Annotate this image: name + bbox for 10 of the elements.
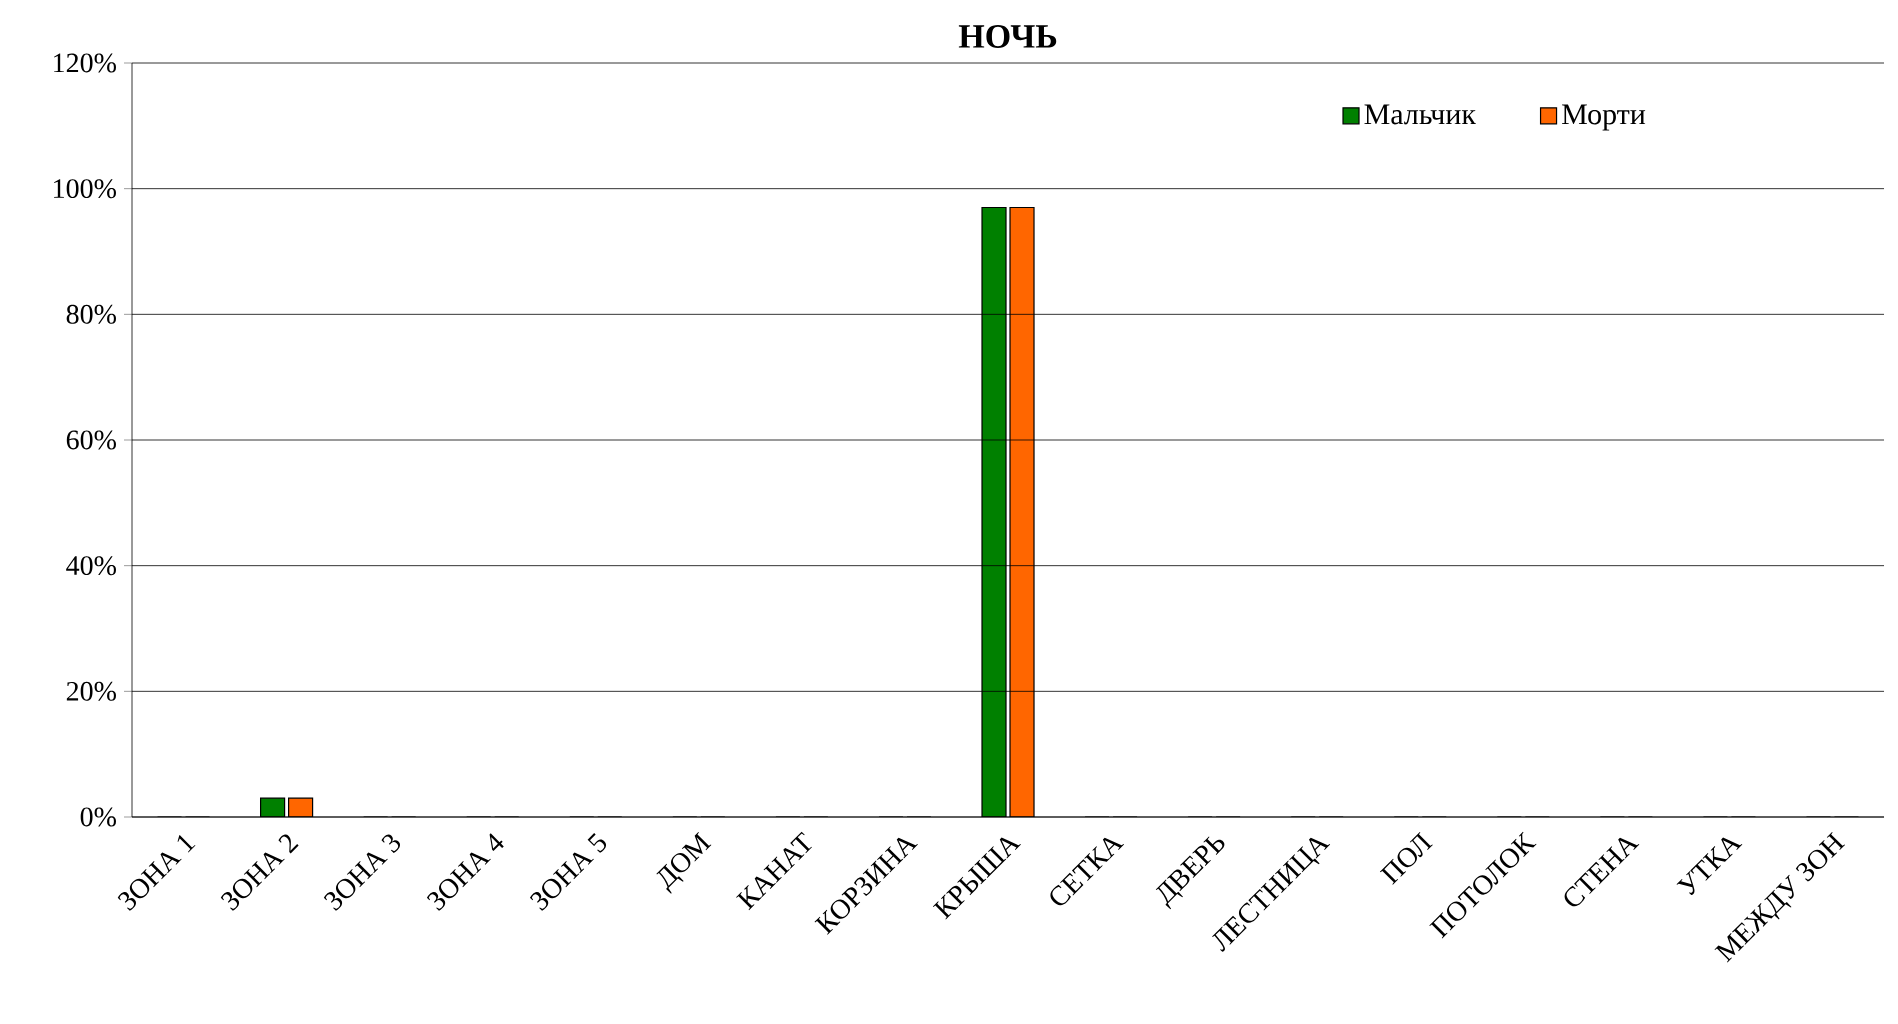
y-tick-label: 40% bbox=[66, 556, 116, 576]
y-tick-label: 60% bbox=[66, 430, 116, 450]
legend-label: Морти bbox=[1562, 104, 1646, 131]
y-tick-label: 120% bbox=[54, 53, 116, 73]
y-tick-label: 20% bbox=[66, 681, 116, 701]
y-tick-label: 80% bbox=[66, 304, 116, 324]
y-tick-label: 100% bbox=[54, 179, 116, 199]
chart-title: НОЧЬ bbox=[958, 25, 1057, 48]
legend-label: Мальчик bbox=[1364, 104, 1476, 125]
y-tick-label: 0% bbox=[80, 807, 116, 827]
